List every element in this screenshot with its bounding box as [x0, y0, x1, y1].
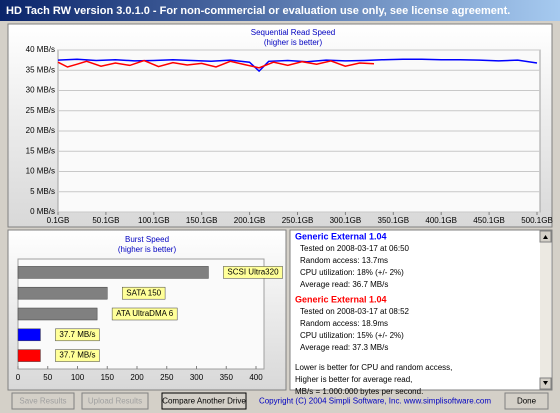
- result-line: Random access: 18.9ms: [300, 319, 388, 328]
- x-tick-label: 100.1GB: [138, 216, 170, 225]
- y-tick-label: 25 MB/s: [26, 106, 55, 115]
- y-tick-label: 35 MB/s: [26, 65, 55, 74]
- y-tick-label: 10 MB/s: [26, 167, 55, 176]
- x-tick-label: 200: [130, 373, 144, 382]
- x-tick-label: 150.1GB: [186, 216, 218, 225]
- result-line: Random access: 13.7ms: [300, 256, 388, 265]
- x-tick-label: 200.1GB: [234, 216, 266, 225]
- result-line: Average read: 36.7 MB/s: [300, 280, 388, 289]
- button[interactable]: [161, 392, 247, 410]
- x-tick-label: 150: [101, 373, 115, 382]
- scrollbar[interactable]: [540, 231, 551, 389]
- x-tick-label: 50.1GB: [92, 216, 119, 225]
- bar-label: SCSI Ultra320: [227, 268, 279, 277]
- x-tick-label: 0.1GB: [47, 216, 70, 225]
- button[interactable]: [11, 392, 75, 410]
- x-tick-label: 350.1GB: [378, 216, 410, 225]
- bar-label: 37.7 MB/s: [59, 351, 95, 360]
- bar-label-box: [223, 266, 283, 279]
- bar-label: SATA 150: [126, 288, 161, 297]
- result-line: Average read: 37.3 MB/s: [300, 343, 388, 352]
- x-tick-label: 500.1GB: [521, 216, 553, 225]
- bar-label-box: [55, 349, 100, 362]
- title-bar: [0, 0, 560, 21]
- x-tick-label: 100: [71, 373, 85, 382]
- bar-label-box: [122, 286, 166, 300]
- x-tick-label: 450.1GB: [473, 216, 505, 225]
- chart-title: Burst Speed: [125, 235, 169, 244]
- bar: [17, 266, 209, 279]
- x-tick-label: 400.1GB: [425, 216, 457, 225]
- bar-label-box: [55, 328, 100, 342]
- bar: [17, 328, 41, 342]
- drive-name: Generic External 1.04: [295, 231, 387, 241]
- note-line: Lower is better for CPU and random acces…: [295, 363, 452, 372]
- button-label[interactable]: Save Results: [19, 397, 66, 406]
- button[interactable]: [81, 392, 149, 410]
- x-tick-label: 300.1GB: [330, 216, 362, 225]
- bar-label: 37.7 MB/s: [59, 330, 95, 339]
- y-tick-label: 30 MB/s: [26, 86, 55, 95]
- x-tick-label: 250: [160, 373, 174, 382]
- bar: [17, 349, 41, 362]
- x-tick-label: 400: [249, 373, 263, 382]
- x-tick-label: 300: [190, 373, 204, 382]
- drive-name: Generic External 1.04: [295, 294, 387, 304]
- bar-label: ATA UltraDMA 6: [116, 309, 174, 318]
- result-line: CPU utilization: 18% (+/- 2%): [300, 268, 404, 277]
- result-line: Tested on 2008-03-17 at 08:52: [300, 307, 410, 316]
- series-line: [57, 58, 538, 73]
- copyright: Copyright (C) 2004 Simpli Software, Inc.…: [259, 397, 491, 406]
- bar: [17, 307, 98, 321]
- note-line: Higher is better for average read,: [295, 375, 412, 384]
- button-label[interactable]: Done: [517, 397, 537, 406]
- chart-title: Sequential Read Speed: [251, 28, 336, 37]
- y-tick-label: 0 MB/s: [30, 207, 55, 216]
- series-line: [57, 59, 375, 69]
- bar-label-box: [111, 307, 178, 321]
- button[interactable]: [504, 392, 549, 410]
- results-panel: [289, 229, 553, 391]
- bar: [17, 286, 108, 300]
- result-line: Tested on 2008-03-17 at 06:50: [300, 244, 410, 253]
- y-tick-label: 15 MB/s: [26, 146, 55, 155]
- button-label[interactable]: Upload Results: [88, 397, 142, 406]
- x-tick-label: 50: [43, 373, 52, 382]
- chart-subtitle: (higher is better): [118, 245, 177, 254]
- x-tick-label: 0: [16, 373, 21, 382]
- results-text: Generic External 1.04 Tested on 2008-03-1…: [295, 231, 452, 396]
- y-tick-label: 5 MB/s: [30, 187, 55, 196]
- x-tick-label: 350: [220, 373, 234, 382]
- y-tick-label: 20 MB/s: [26, 126, 55, 135]
- window-title: HD Tach RW version 3.0.1.0 - For non-com…: [6, 5, 510, 17]
- x-tick-label: 250.1GB: [282, 216, 314, 225]
- button-label[interactable]: Compare Another Drive: [162, 397, 246, 406]
- result-line: CPU utilization: 15% (+/- 2%): [300, 331, 404, 340]
- note-line: MB/s = 1.000.000 bytes per second.: [295, 387, 423, 396]
- chart-subtitle: (higher is better): [264, 38, 323, 47]
- bottom-bar: Save Results Upload Results Compare Anothe…: [11, 392, 549, 410]
- y-tick-label: 40 MB/s: [26, 45, 55, 54]
